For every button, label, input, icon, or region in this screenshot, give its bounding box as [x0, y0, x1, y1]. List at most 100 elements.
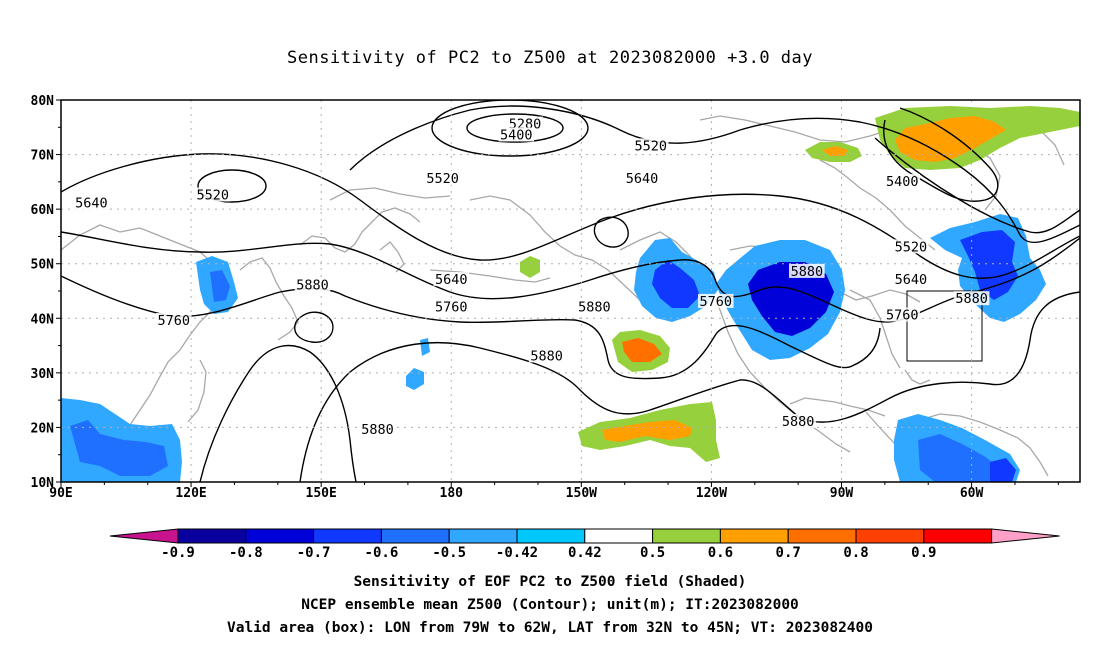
lat-tick-label: 20N — [31, 421, 55, 436]
contour-label-bg — [697, 293, 734, 308]
contour-5400-center — [431, 100, 589, 157]
lat-tick-label: 80N — [31, 94, 55, 109]
contour-label: 5880 — [361, 422, 394, 438]
contour-5400-east — [883, 107, 999, 202]
lon-tick-label: 90E — [49, 486, 72, 501]
contour-label-bg — [498, 127, 535, 142]
shade-positive-tropical-core — [602, 420, 692, 442]
contour-label: 5640 — [895, 272, 928, 288]
contour-5640-loop — [593, 216, 629, 248]
lat-tick-label: 50N — [31, 258, 55, 273]
colorbar-swatch — [923, 528, 993, 544]
lon-tick-label: 150W — [566, 486, 597, 501]
contour-label-bg — [953, 291, 990, 306]
contour-label: 5520 — [634, 138, 667, 154]
shade-positive-dot — [520, 256, 540, 278]
colorbar-label: -0.5 — [432, 545, 466, 561]
colorbar-label: 0.6 — [708, 545, 733, 561]
valid-area-box — [906, 290, 983, 362]
colorbar-label: 0.42 — [568, 545, 602, 561]
shade-negative-asia-core — [210, 270, 230, 302]
contour-label-bg — [789, 263, 825, 278]
contour-label: 5880 — [578, 299, 611, 315]
lat-lon-grid — [61, 100, 1080, 482]
lat-tick-label: 10N — [31, 476, 55, 491]
lat-tick-label: 40N — [31, 312, 55, 327]
contour-label: 5880 — [782, 414, 815, 430]
contour-label: 5760 — [886, 308, 919, 324]
contour-label: 5760 — [435, 299, 468, 315]
colorbar-swatch — [177, 528, 247, 544]
colorbar-low-end — [109, 528, 179, 544]
contour-label: 5880 — [955, 291, 988, 307]
contour-label: 5640 — [626, 171, 659, 187]
contour-label: 5640 — [435, 272, 468, 288]
axis-ticks — [56, 99, 1059, 487]
colorbar-swatch — [313, 528, 382, 544]
shade-negative-small-1 — [406, 368, 424, 390]
colorbar-label: 0.5 — [640, 545, 665, 561]
contour-label-bg — [194, 187, 231, 202]
contour-label: 5520 — [895, 239, 928, 255]
z500-contours — [61, 100, 1080, 482]
lon-tick-label: 150E — [306, 486, 337, 501]
contour-label: 5400 — [500, 127, 533, 143]
contour-label-bg — [576, 299, 613, 314]
shade-negative-sw-core — [70, 420, 168, 476]
contour-5280 — [466, 113, 564, 143]
contour-label-bg — [893, 239, 929, 254]
lat-tick-label: 60N — [31, 203, 55, 218]
contour-label: 5880 — [530, 348, 563, 364]
shade-negative-north-america-core — [748, 262, 834, 336]
colorbar-swatch — [245, 528, 315, 544]
caption-contour: NCEP ensemble mean Z500 (Contour); unit(… — [301, 597, 799, 613]
contour-label-bg — [433, 272, 470, 287]
shade-positive-small-north-core — [822, 146, 848, 156]
contour-label: 5760 — [700, 294, 733, 310]
contour-label-bg — [528, 348, 565, 363]
caption-valid-area: Valid area (box): LON from 79W to 62W, L… — [226, 620, 873, 636]
colorbar-label: -0.9 — [161, 545, 195, 561]
colorbar-label: 0.9 — [911, 545, 936, 561]
colorbar-swatch — [448, 528, 518, 544]
contour-5520-north — [349, 105, 1080, 244]
contour-label-bg — [884, 307, 921, 322]
colorbar-swatch — [380, 528, 450, 544]
contour-label: 5400 — [886, 174, 919, 190]
lon-tick-label: 180 — [440, 486, 464, 501]
contour-label: 5760 — [157, 313, 190, 329]
lon-tick-label: 90W — [830, 486, 854, 501]
lon-tick-label: 120E — [175, 486, 206, 501]
colorbar: -0.9 -0.8 -0.7 -0.6 -0.5 -0.42 0.42 0.5 0.6 0.7 0.… — [109, 528, 1060, 561]
lon-tick-label: 60W — [960, 486, 984, 501]
shade-positive-greenland-core — [895, 116, 1006, 162]
contour-label-bg — [624, 171, 660, 186]
colorbar-label: 0.7 — [776, 545, 801, 561]
colorbar-swatch — [787, 528, 857, 544]
colorbar-swatch — [652, 528, 721, 544]
colorbar-label: -0.7 — [297, 545, 331, 561]
colorbar-label: -0.8 — [229, 545, 263, 561]
contour-5880-sw — [199, 344, 357, 482]
colorbar-high-end — [991, 528, 1060, 544]
contour-label-bg — [155, 313, 192, 328]
contour-5880 — [61, 275, 881, 380]
contour-label-bg — [893, 272, 929, 287]
lat-tick-label: 70N — [31, 149, 55, 164]
lon-tick-label: 120W — [696, 486, 727, 501]
contour-5520-east — [874, 137, 1080, 234]
shade-positive-subtropical-core — [622, 338, 662, 362]
colorbar-label: -0.6 — [365, 545, 399, 561]
contour-5880-loop — [294, 311, 334, 343]
contour-label: 5640 — [75, 196, 108, 212]
contour-label-bg — [424, 171, 461, 186]
contour-label-bg — [73, 195, 110, 210]
contour-label-bg — [294, 277, 331, 292]
contour-label-bg — [780, 413, 816, 428]
shade-negative-pacific-core — [652, 260, 700, 308]
contour-5880-south — [299, 291, 1080, 482]
contour-label: 5520 — [426, 171, 459, 187]
